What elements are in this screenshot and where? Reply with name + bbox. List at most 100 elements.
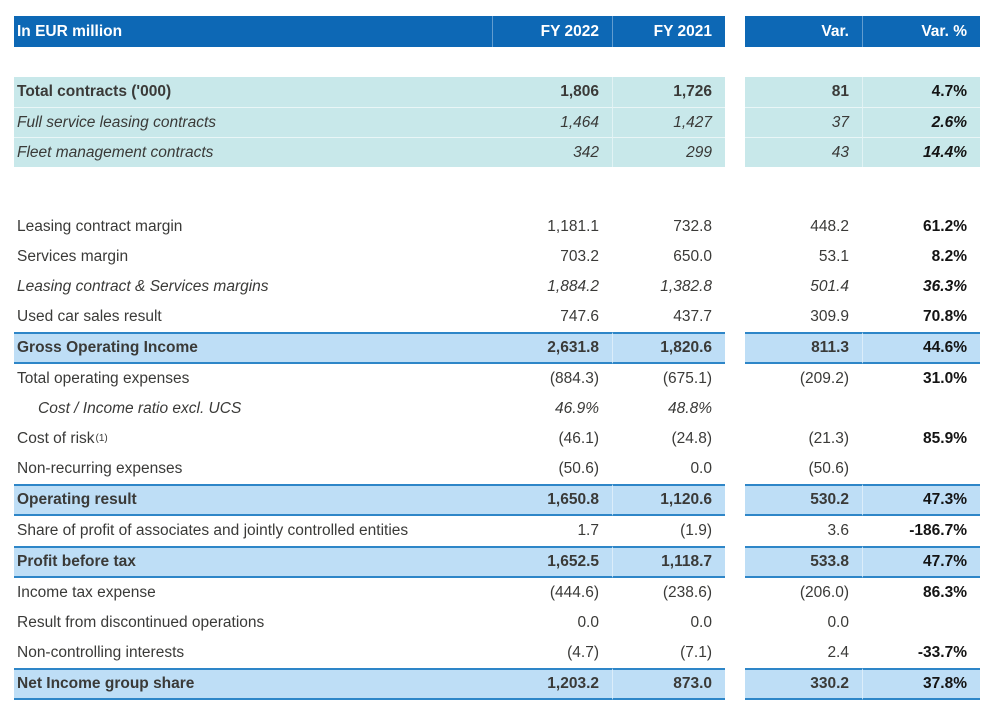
row-label: Net Income group share [14,668,492,700]
cell-var: 43 [745,137,862,167]
cell-var: 501.4 [810,278,849,295]
cell-fy2021: 873.0 [612,668,725,700]
cell-fy2022: 703.2 [560,248,599,265]
row-label: Operating result [14,484,492,516]
cell-fy2022: (4.7) [567,644,599,661]
row-label: Fleet management contracts [14,137,492,167]
cell-fy2022: 1,652.5 [492,546,612,578]
cell-var-pct: -186.7% [909,522,967,539]
cell-fy2022: 1,650.8 [492,484,612,516]
table-row: Total operating expenses (884.3) (675.1)… [14,364,980,394]
cell-var: 2.4 [827,644,849,661]
cell-fy2021: 0.0 [690,614,712,631]
table-header-row: In EUR million FY 2022 FY 2021 Var. Var.… [14,16,980,47]
table-row: Used car sales result 747.6 437.7 309.9 … [14,302,980,332]
table-row: Total contracts ('000) 1,806 1,726 81 4.… [14,77,980,107]
cell-fy2021: 437.7 [673,308,712,325]
cell-var-pct: 86.3% [923,584,967,601]
cell-var-pct: 61.2% [923,218,967,235]
column-gap [725,332,745,364]
table-row: Non-recurring expenses (50.6) 0.0 (50.6) [14,454,980,484]
cell-fy2021: 1,820.6 [612,332,725,364]
cell-var: (21.3) [808,430,850,447]
cell-var-pct [862,608,980,638]
table-row: Income tax expense (444.6) (238.6) (206.… [14,578,980,608]
cell-fy2022: 2,631.8 [492,332,612,364]
cell-var [745,394,862,424]
column-gap [725,638,745,668]
cell-var: 448.2 [810,218,849,235]
cell-fy2021: (1.9) [680,522,712,539]
row-label: Cost / Income ratio excl. UCS [38,400,242,417]
table-row: Leasing contract margin 1,181.1 732.8 44… [14,212,980,242]
table-row: Net Income group share 1,203.2 873.0 330… [14,668,980,700]
row-label: Services margin [17,248,129,265]
cell-var-pct: 8.2% [931,248,967,265]
column-gap [725,364,745,394]
table-row: Fleet management contracts 342 299 43 14… [14,137,980,167]
cell-fy2022: (50.6) [558,460,600,477]
cell-var: 53.1 [818,248,849,265]
cell-fy2022: (444.6) [549,584,599,601]
cell-var-pct: 14.4% [862,137,980,167]
column-gap [725,242,745,272]
table-row: Full service leasing contracts 1,464 1,4… [14,107,980,137]
cell-var-pct: 47.3% [862,484,980,516]
column-gap [725,608,745,638]
cell-fy2022: 1,884.2 [547,278,599,295]
cell-fy2022: 747.6 [560,308,599,325]
row-label: Non-recurring expenses [17,460,183,477]
row-label: Income tax expense [17,584,156,601]
cell-fy2022: 1,181.1 [547,218,599,235]
row-label: Non-controlling interests [17,644,185,661]
cell-var-pct: 70.8% [923,308,967,325]
row-label: Total contracts ('000) [14,77,492,107]
table-row: Cost / Income ratio excl. UCS 46.9% 48.8… [14,394,980,424]
column-header-unit: In EUR million [14,16,492,47]
cell-var: (50.6) [808,460,850,477]
cell-var: 81 [745,77,862,107]
column-gap [725,272,745,302]
row-label: Profit before tax [14,546,492,578]
cell-var-pct [862,394,980,424]
cell-var: 309.9 [810,308,849,325]
column-gap [725,578,745,608]
cell-fy2021: 1,120.6 [612,484,725,516]
cell-fy2022: 342 [492,137,612,167]
cell-fy2021: (7.1) [680,644,712,661]
table-row: Operating result 1,650.8 1,120.6 530.2 4… [14,484,980,516]
cell-fy2021: 299 [612,137,725,167]
column-header-var: Var. [745,16,862,47]
column-gap [725,107,745,137]
cell-fy2022: (46.1) [558,430,600,447]
table-row: Cost of risk (1) (46.1) (24.8) (21.3) 85.… [14,424,980,454]
table-body: Total contracts ('000) 1,806 1,726 81 4.… [14,77,1000,700]
cell-var: (206.0) [799,584,849,601]
cell-var-pct: 37.8% [862,668,980,700]
row-label: Leasing contract margin [17,218,183,235]
column-header-fy2021: FY 2021 [612,16,725,47]
row-label: Share of profit of associates and jointl… [17,522,409,539]
cell-fy2021: 1,382.8 [660,278,712,295]
cell-var: 533.8 [745,546,862,578]
cell-var-pct: 31.0% [923,370,967,387]
table-row: Gross Operating Income 2,631.8 1,820.6 8… [14,332,980,364]
cell-fy2022: 1,806 [492,77,612,107]
cell-var-pct: 44.6% [862,332,980,364]
cell-var: 811.3 [745,332,862,364]
row-label: Cost of risk (1) [17,430,108,447]
column-gap [725,16,745,47]
cell-var-pct: 2.6% [862,107,980,137]
cell-var: 330.2 [745,668,862,700]
cell-fy2022: 1.7 [577,522,599,539]
cell-fy2022: 46.9% [555,400,599,417]
table-row: Services margin 703.2 650.0 53.1 8.2% [14,242,980,272]
column-gap [725,302,745,332]
cell-fy2021: 1,427 [612,107,725,137]
column-gap [725,484,745,516]
cell-fy2022: 1,464 [492,107,612,137]
cell-var-pct [862,454,980,484]
cell-var: 530.2 [745,484,862,516]
cell-var: (209.2) [799,370,849,387]
